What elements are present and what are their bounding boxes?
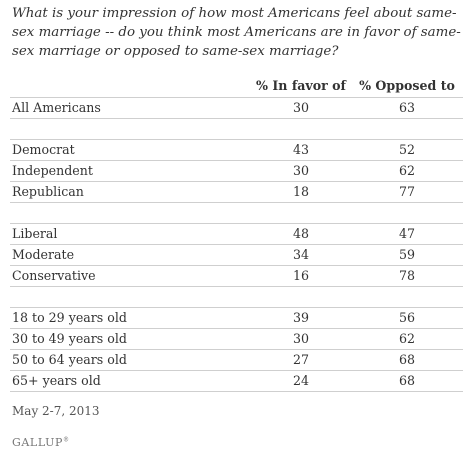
row-divider bbox=[10, 328, 463, 329]
row-divider bbox=[10, 160, 463, 161]
in-favor-value: 30 bbox=[292, 163, 310, 178]
in-favor-value: 27 bbox=[292, 352, 310, 367]
row-label: Moderate bbox=[12, 247, 75, 262]
column-header-in-favor: % In favor of bbox=[256, 78, 346, 93]
row-label: 50 to 64 years old bbox=[12, 352, 127, 367]
brand-registered-mark: ® bbox=[63, 436, 70, 444]
column-header-opposed: % Opposed to bbox=[359, 78, 455, 93]
opposed-value: 77 bbox=[398, 184, 416, 199]
row-label: 30 to 49 years old bbox=[12, 331, 127, 346]
row-divider bbox=[10, 97, 463, 98]
in-favor-value: 16 bbox=[292, 268, 310, 283]
row-divider bbox=[10, 370, 463, 371]
in-favor-value: 24 bbox=[292, 373, 310, 388]
group-end-divider bbox=[10, 118, 463, 119]
in-favor-value: 18 bbox=[292, 184, 310, 199]
opposed-value: 52 bbox=[398, 142, 416, 157]
row-label: All Americans bbox=[12, 100, 101, 115]
opposed-value: 56 bbox=[398, 310, 416, 325]
row-divider bbox=[10, 349, 463, 350]
in-favor-value: 34 bbox=[292, 247, 310, 262]
in-favor-value: 30 bbox=[292, 331, 310, 346]
group-end-divider bbox=[10, 286, 463, 287]
row-divider bbox=[10, 244, 463, 245]
row-label: Republican bbox=[12, 184, 84, 199]
row-divider bbox=[10, 139, 463, 140]
opposed-value: 47 bbox=[398, 226, 416, 241]
row-divider bbox=[10, 181, 463, 182]
row-divider bbox=[10, 307, 463, 308]
row-label: Conservative bbox=[12, 268, 96, 283]
group-end-divider bbox=[10, 391, 463, 392]
opposed-value: 63 bbox=[398, 100, 416, 115]
row-divider bbox=[10, 265, 463, 266]
in-favor-value: 48 bbox=[292, 226, 310, 241]
in-favor-value: 39 bbox=[292, 310, 310, 325]
survey-date: May 2-7, 2013 bbox=[12, 404, 100, 418]
row-label: 65+ years old bbox=[12, 373, 101, 388]
group-end-divider bbox=[10, 202, 463, 203]
row-label: Liberal bbox=[12, 226, 58, 241]
opposed-value: 78 bbox=[398, 268, 416, 283]
opposed-value: 68 bbox=[398, 373, 416, 388]
in-favor-value: 30 bbox=[292, 100, 310, 115]
row-label: Independent bbox=[12, 163, 93, 178]
row-label: Democrat bbox=[12, 142, 75, 157]
row-label: 18 to 29 years old bbox=[12, 310, 127, 325]
opposed-value: 62 bbox=[398, 163, 416, 178]
opposed-value: 62 bbox=[398, 331, 416, 346]
gallup-logo: GALLUP® bbox=[12, 436, 70, 449]
question-text: What is your impression of how most Amer… bbox=[12, 6, 461, 59]
brand-name: GALLUP bbox=[12, 436, 64, 449]
opposed-value: 68 bbox=[398, 352, 416, 367]
opposed-value: 59 bbox=[398, 247, 416, 262]
in-favor-value: 43 bbox=[292, 142, 310, 157]
row-divider bbox=[10, 223, 463, 224]
